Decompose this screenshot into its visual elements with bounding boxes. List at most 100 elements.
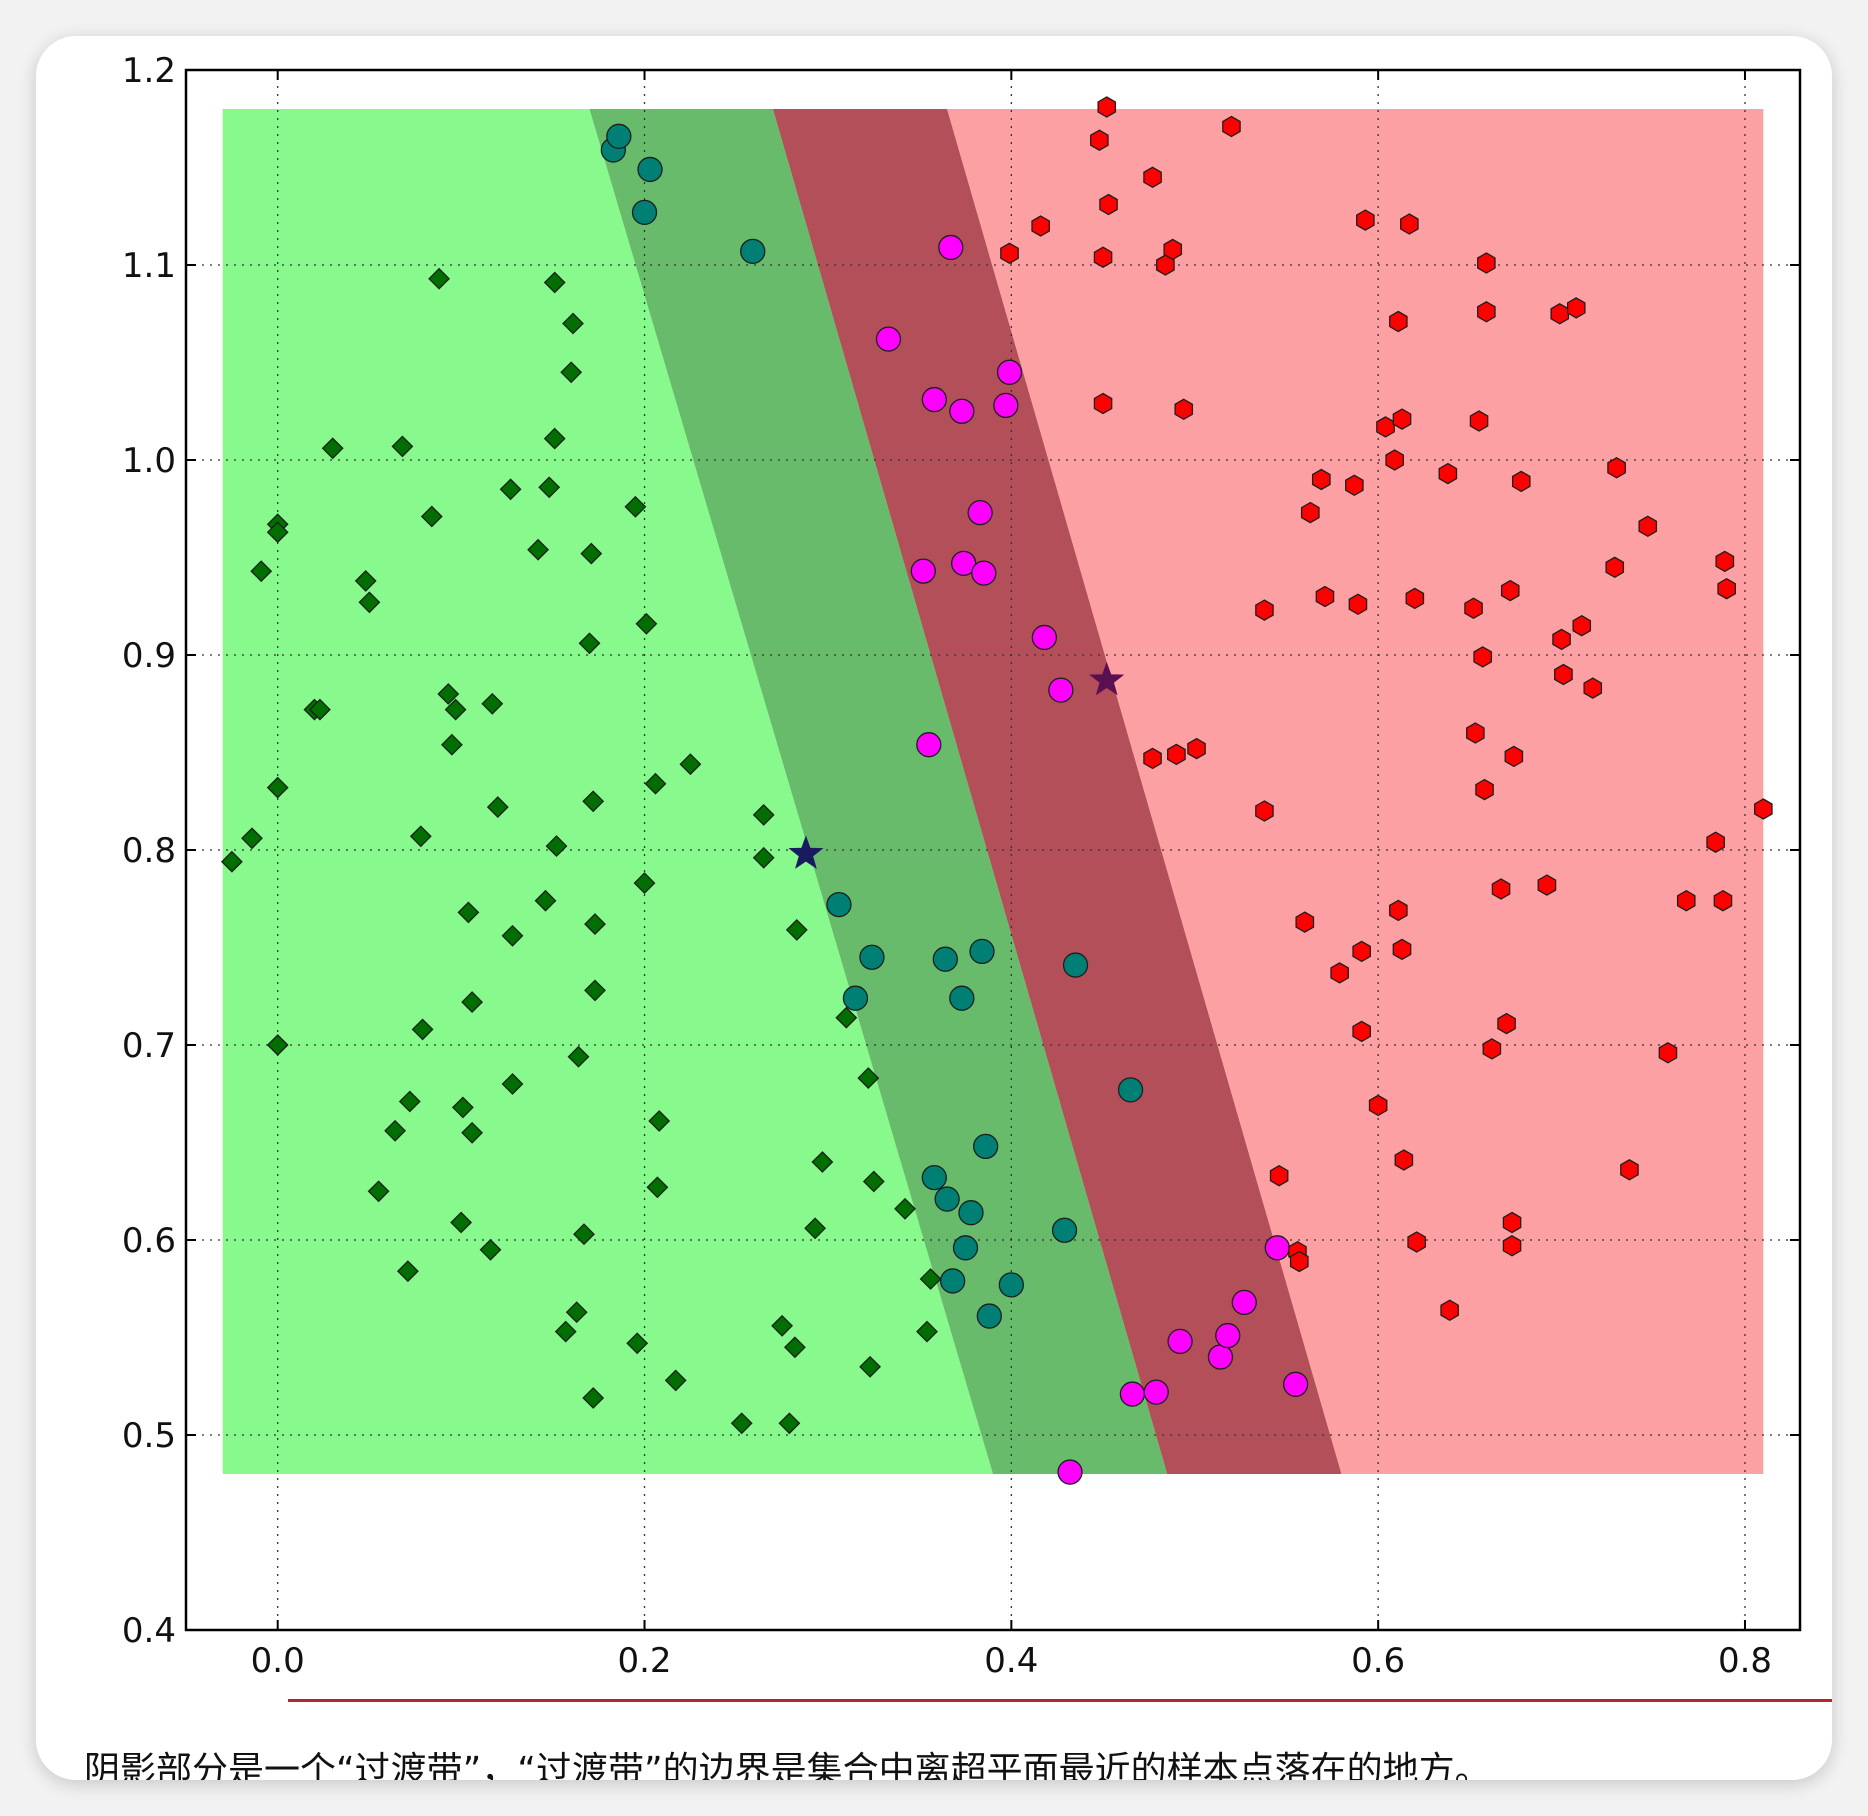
teal-data-point — [973, 1133, 999, 1160]
green-data-point — [582, 1387, 605, 1409]
red-data-point — [1464, 597, 1483, 619]
green-data-point — [584, 979, 606, 1002]
green-data-point — [437, 683, 460, 705]
y-tick-label: 0.8 — [122, 831, 176, 871]
x-tick-label: 0.4 — [984, 1641, 1038, 1681]
green-data-point — [633, 872, 656, 895]
green-data-point — [752, 803, 775, 826]
red-transition-band — [772, 109, 1342, 1474]
teal-data-point — [859, 944, 885, 970]
teal-data-point — [952, 1235, 979, 1261]
red-data-point — [1143, 166, 1162, 189]
green-data-point — [783, 1336, 806, 1359]
magenta-data-point — [1207, 1344, 1234, 1370]
teal-data-point — [921, 1164, 947, 1191]
green-data-point — [567, 1045, 590, 1068]
red-data-point — [1497, 1012, 1516, 1035]
green-data-point — [804, 1217, 827, 1240]
caption-divider — [288, 1699, 1832, 1702]
green-data-point — [584, 913, 606, 936]
red-data-point — [1394, 1149, 1414, 1171]
teal-data-point — [969, 938, 995, 965]
green-data-point — [635, 612, 658, 635]
green-data-point — [562, 312, 584, 335]
green-data-point — [367, 1180, 390, 1203]
green-data-point — [648, 1110, 671, 1132]
red-data-point — [1356, 209, 1375, 231]
magenta-data-point — [1282, 1371, 1309, 1397]
red-data-point — [1605, 556, 1625, 579]
red-data-point — [1491, 878, 1511, 900]
x-tick-label: 0.0 — [251, 1641, 305, 1681]
red-data-point — [1000, 242, 1019, 265]
green-data-point — [457, 901, 480, 924]
red-data-point — [1466, 722, 1485, 744]
green-data-point — [543, 271, 566, 294]
red-data-point — [1550, 303, 1570, 325]
green-data-point — [859, 1355, 882, 1378]
red-data-point — [1385, 449, 1404, 471]
red-data-point — [1289, 1250, 1309, 1273]
green-data-point — [308, 698, 331, 721]
green-data-point — [894, 1197, 916, 1220]
red-data-point — [1311, 468, 1331, 491]
red-data-point — [1174, 398, 1194, 421]
y-tick-label: 0.6 — [122, 1221, 176, 1261]
figure-card: 0.0 0.2 0.4 0.6 0.8 0.4 0.5 0.6 0.7 0.8 0.9 1.0 1.1 1… — [36, 36, 1832, 1780]
teal-data-point — [842, 985, 869, 1011]
green-data-point — [582, 790, 605, 813]
red-data-point — [1477, 252, 1496, 274]
region-layer — [222, 109, 1764, 1474]
green-data-point — [321, 437, 344, 460]
green-data-point — [499, 478, 522, 501]
red-data-point — [1345, 474, 1364, 497]
magenta-data-point — [971, 560, 997, 586]
red-data-point — [1090, 129, 1109, 151]
red-data-point — [1713, 889, 1733, 912]
red-data-point — [1676, 889, 1696, 912]
teal-data-point — [1062, 952, 1089, 978]
points-layer — [220, 96, 1773, 1485]
magenta-data-point — [938, 234, 964, 261]
green-data-point — [527, 538, 550, 561]
red-data-point — [1552, 628, 1571, 651]
green-data-point — [220, 850, 243, 873]
green-data-point — [771, 1314, 794, 1337]
red-data-point — [1500, 579, 1520, 602]
magenta-data-point — [1231, 1289, 1257, 1316]
green-data-point — [411, 1018, 434, 1041]
red-data-point — [1469, 410, 1489, 432]
magenta-data-point — [1143, 1379, 1169, 1405]
red-data-point — [1315, 585, 1335, 608]
green-data-point — [266, 776, 289, 799]
magenta-data-point — [951, 550, 977, 576]
red-data-point — [1348, 593, 1368, 616]
figure-caption: 阴影部分是一个“过渡带”，“过渡带”的边界是集合中离超平面最近的样本点落在的地方… — [84, 1750, 1491, 1780]
red-data-point — [1269, 1164, 1289, 1187]
red-data-point — [1392, 938, 1412, 961]
green-class-region — [222, 109, 993, 1474]
green-data-point — [664, 1369, 687, 1392]
red-data-point — [1300, 501, 1320, 524]
red-data-point — [1255, 800, 1274, 822]
red-data-point — [1706, 831, 1725, 853]
y-tick-label: 1.1 — [122, 246, 176, 286]
red-data-point — [1400, 213, 1419, 235]
green-data-point — [857, 1067, 880, 1090]
green-data-point — [778, 1412, 801, 1435]
y-tick-label: 1.2 — [122, 51, 176, 91]
teal-data-point — [740, 238, 766, 265]
green-data-point — [538, 476, 561, 499]
red-data-point — [1620, 1159, 1639, 1181]
green-data-point — [409, 825, 432, 848]
magenta-data-point — [875, 326, 902, 352]
red-data-point — [1156, 254, 1175, 276]
magenta-data-point — [1031, 624, 1058, 651]
green-data-point — [646, 1176, 669, 1199]
green-data-point — [543, 427, 566, 450]
green-data-point — [501, 1073, 524, 1095]
red-data-point — [1502, 1235, 1522, 1257]
red-data-point — [1352, 1020, 1371, 1043]
teal-data-point — [1051, 1217, 1078, 1243]
green-data-point — [354, 569, 377, 592]
